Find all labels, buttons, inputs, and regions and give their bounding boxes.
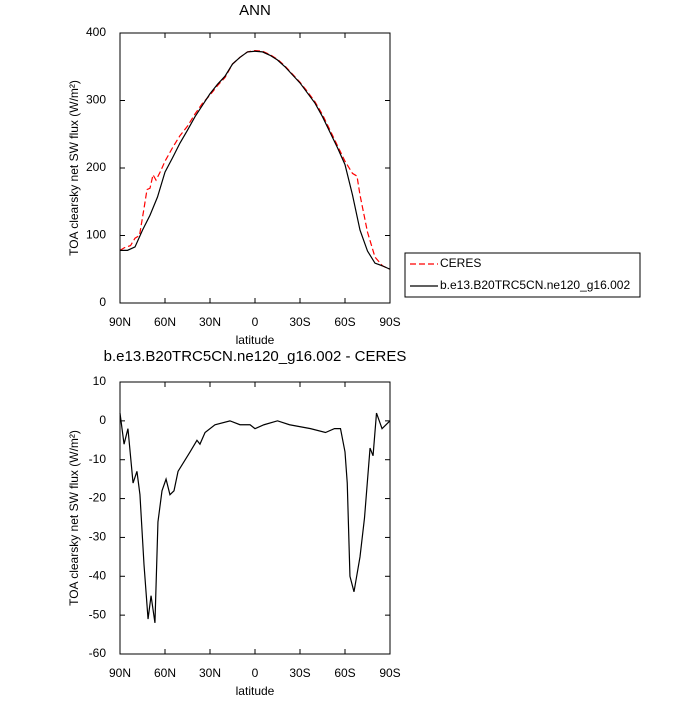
x-tick-label: 30S bbox=[289, 666, 310, 680]
y-tick-label: 400 bbox=[86, 25, 106, 39]
x-tick-label: 60S bbox=[334, 315, 355, 329]
y-tick-label: -20 bbox=[89, 491, 107, 505]
y-tick-label: 0 bbox=[99, 295, 106, 309]
x-tick-label: 60N bbox=[154, 315, 176, 329]
x-tick-label: 30N bbox=[199, 315, 221, 329]
y-tick-label: -10 bbox=[89, 452, 107, 466]
x-tick-label: 60N bbox=[154, 666, 176, 680]
data-line bbox=[120, 50, 391, 270]
y-tick-label: 10 bbox=[93, 374, 107, 388]
legend-label: b.e13.B20TRC5CN.ne120_g16.002 bbox=[440, 278, 630, 292]
x-tick-label: 0 bbox=[252, 666, 259, 680]
x-tick-label: 30N bbox=[199, 666, 221, 680]
y-tick-label: 300 bbox=[86, 93, 106, 107]
x-tick-label: 90N bbox=[109, 315, 131, 329]
chart-title: ANN bbox=[239, 2, 271, 19]
y-tick-label: 100 bbox=[86, 228, 106, 242]
y-tick-label: -30 bbox=[89, 530, 107, 544]
y-tick-label: -50 bbox=[89, 607, 107, 621]
y-tick-label: 0 bbox=[99, 413, 106, 427]
x-axis-label: latitude bbox=[236, 684, 275, 698]
legend: CERES b.e13.B20TRC5CN.ne120_g16.002 bbox=[404, 252, 641, 298]
data-line bbox=[119, 412, 391, 623]
x-tick-label: 0 bbox=[252, 315, 259, 329]
x-tick-label: 30S bbox=[289, 315, 310, 329]
x-tick-label: 90S bbox=[379, 666, 400, 680]
legend-frame bbox=[404, 252, 641, 298]
legend-label: CERES bbox=[440, 256, 481, 270]
y-tick-label: 200 bbox=[86, 160, 106, 174]
y-tick-label: -40 bbox=[89, 568, 107, 582]
plot-frame bbox=[119, 381, 391, 655]
x-tick-label: 60S bbox=[334, 666, 355, 680]
x-axis-label: latitude bbox=[236, 333, 275, 347]
y-tick-label: -60 bbox=[89, 646, 107, 660]
chart-title: b.e13.B20TRC5CN.ne120_g16.002 - CERES bbox=[104, 348, 407, 365]
y-axis-label: TOA clearsky net SW flux (W/m²) bbox=[67, 80, 81, 256]
x-tick-label: 90S bbox=[379, 315, 400, 329]
x-tick-label: 90N bbox=[109, 666, 131, 680]
data-line bbox=[119, 49, 391, 270]
plot-frame bbox=[119, 32, 391, 304]
y-axis-label: TOA clearsky net SW flux (W/m²) bbox=[67, 430, 81, 606]
